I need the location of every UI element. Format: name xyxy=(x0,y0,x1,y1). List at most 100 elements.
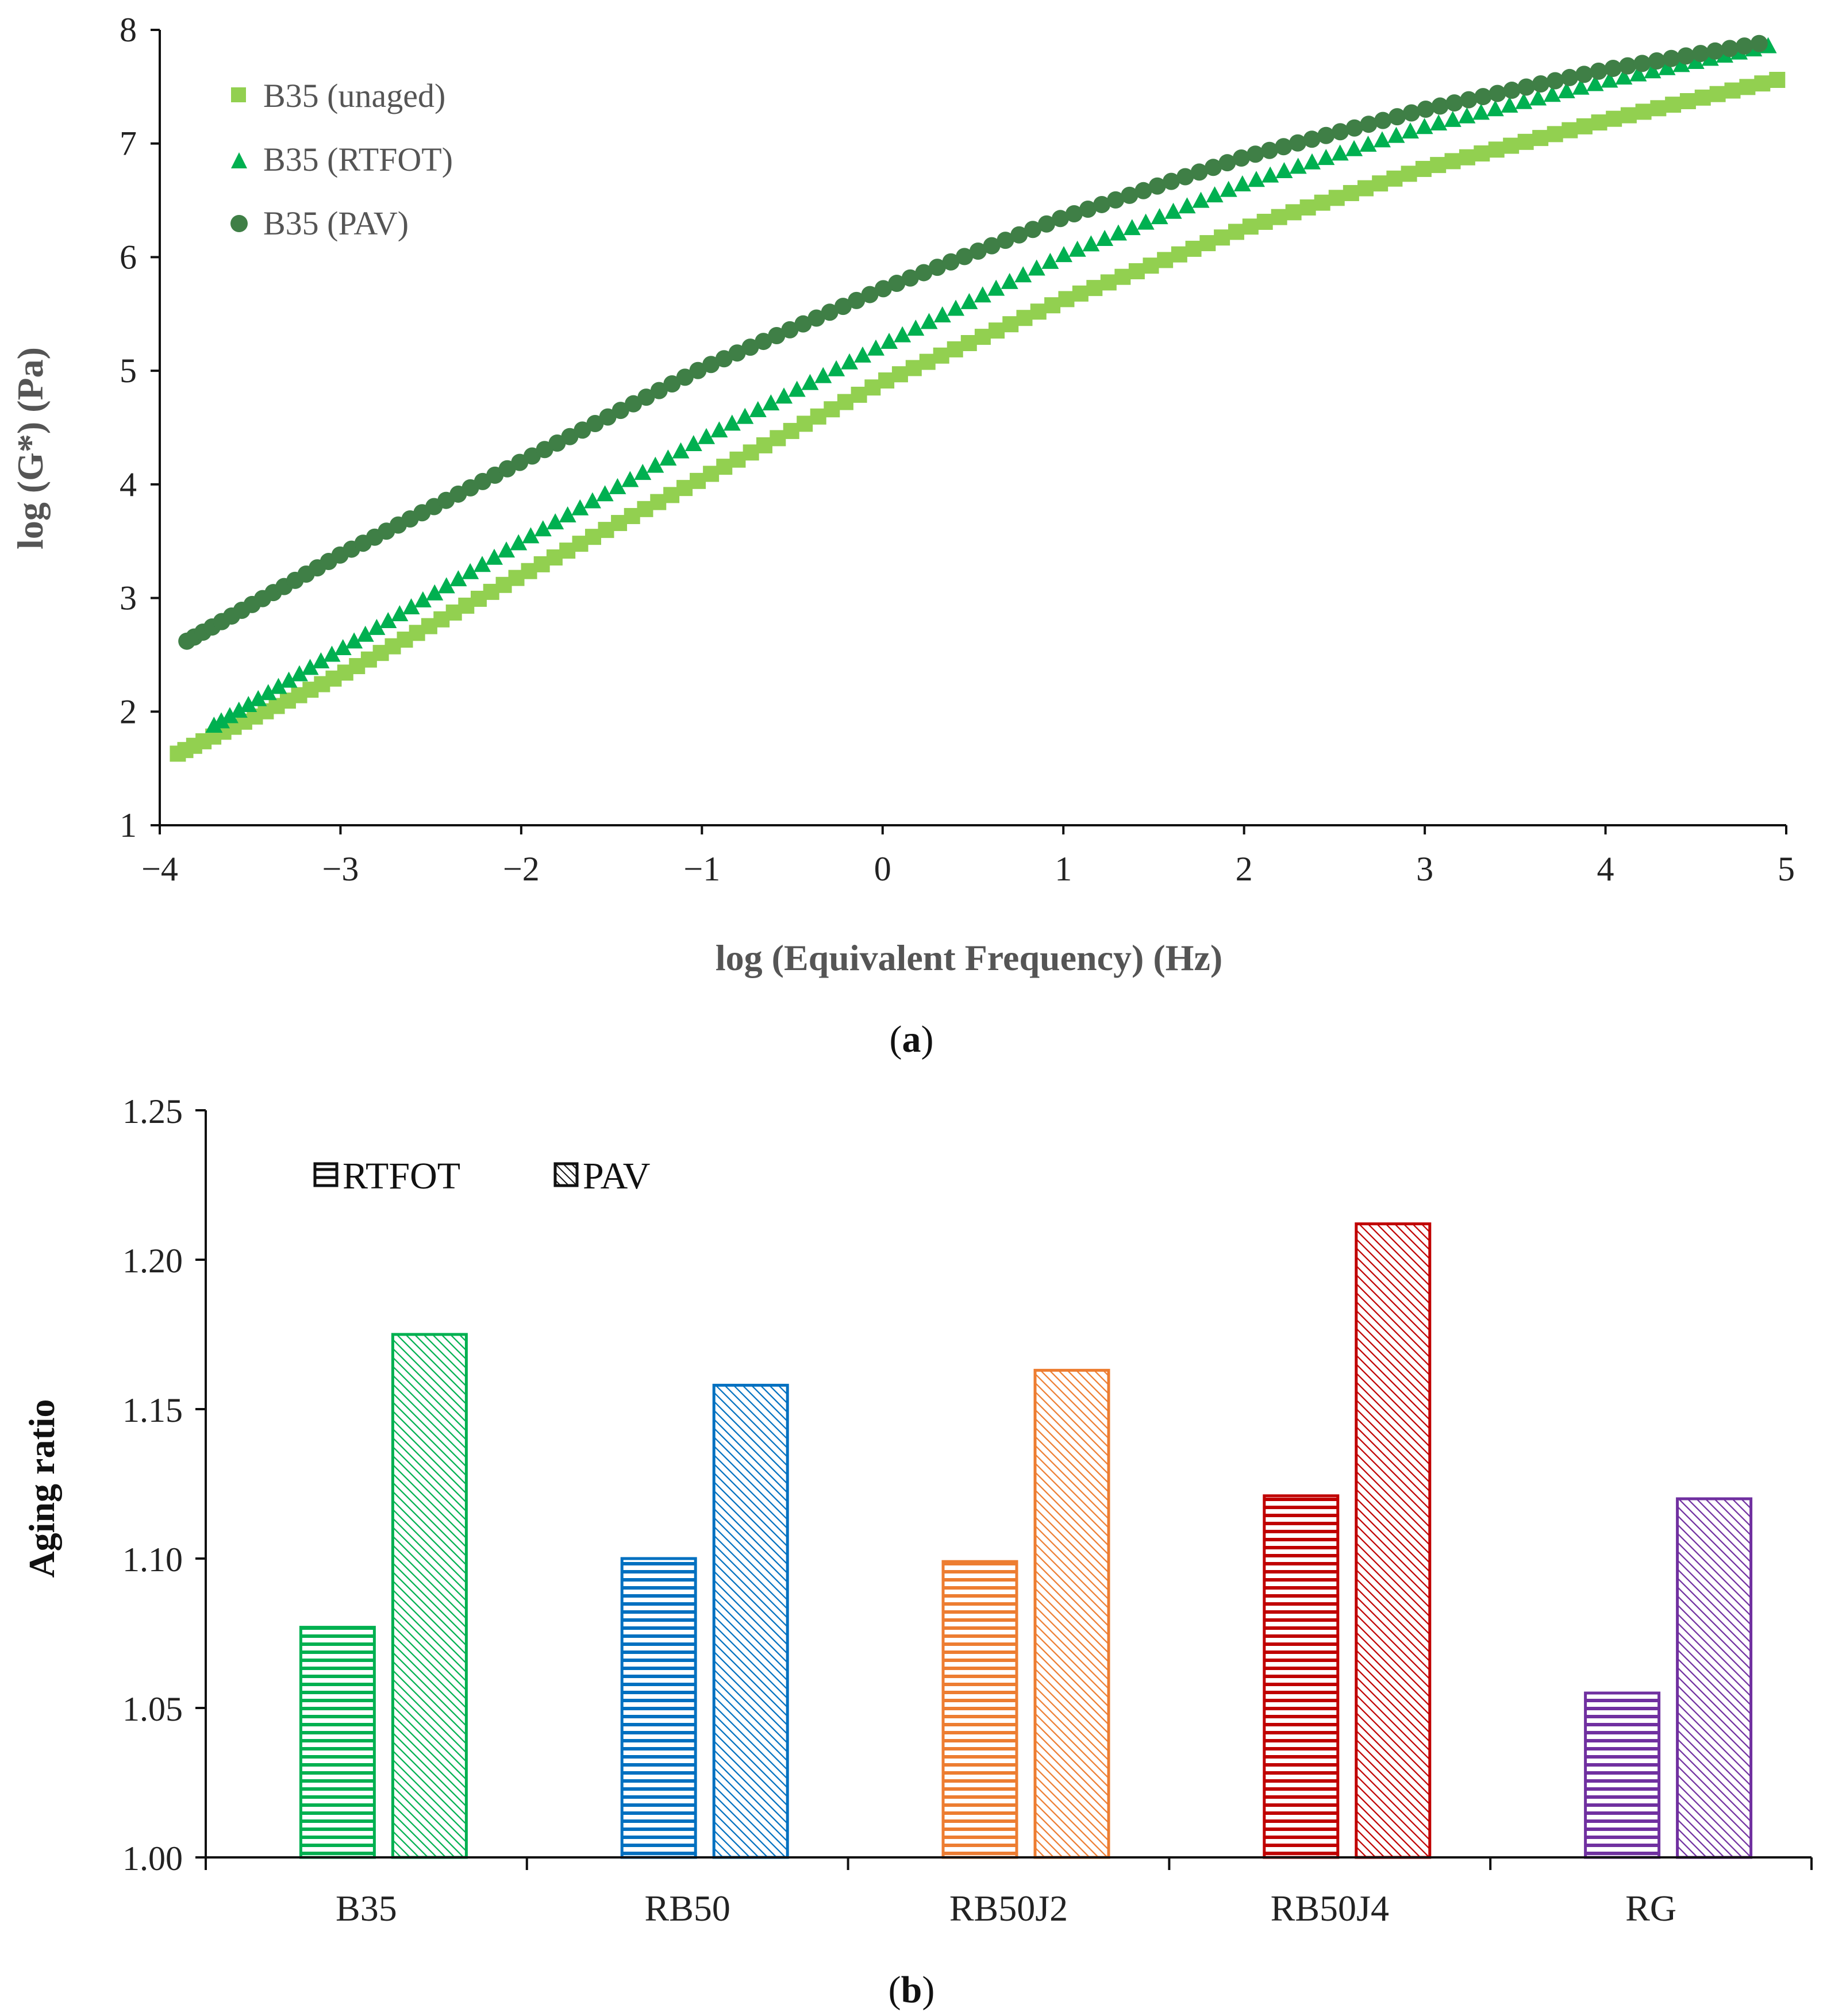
scatter-point-triangle xyxy=(486,548,503,565)
scatter-point-circle xyxy=(901,269,919,287)
scatter-point-circle xyxy=(1474,88,1492,106)
bar-pav-rb50j4 xyxy=(1355,1222,1432,1859)
scatter-point-triangle xyxy=(534,520,552,537)
bar-pav-b35 xyxy=(391,1333,468,1859)
scatter-point-triangle xyxy=(1220,180,1237,197)
scatter-point-circle xyxy=(834,298,852,316)
x-tick-label: −4 xyxy=(141,850,178,888)
scatter-point-triangle xyxy=(1001,272,1018,289)
x-tick-label: 2 xyxy=(1236,850,1253,888)
scatter-point-square xyxy=(1635,103,1652,120)
scatter-point-triangle xyxy=(1345,140,1363,156)
chart-a-caption-letter: a xyxy=(902,1018,921,1060)
scatter-point-circle xyxy=(1575,66,1593,83)
scatter-point-triangle xyxy=(402,598,420,615)
chart-b-caption-paren-close: ) xyxy=(922,1969,934,2011)
scatter-point-triangle xyxy=(1303,153,1321,170)
x-tick-label: 5 xyxy=(1778,850,1795,888)
scatter-point-circle xyxy=(728,344,746,362)
scatter-point-circle xyxy=(1663,49,1680,67)
bar-pav-rb50j2 xyxy=(1033,1368,1110,1859)
scatter-point-square xyxy=(1044,297,1061,314)
scatter-point-circle xyxy=(1503,82,1521,99)
scatter-point-circle xyxy=(1706,42,1724,60)
chart-a-x-axis-title: log (Equivalent Frequency) (Hz) xyxy=(716,937,1222,978)
y-tick-label: 7 xyxy=(120,125,137,163)
scatter-point-circle xyxy=(807,309,825,327)
scatter-point-triangle xyxy=(474,556,491,572)
scatter-point-triangle xyxy=(1472,103,1490,120)
y-tick-label: 1.05 xyxy=(122,1690,183,1728)
scatter-point-square xyxy=(1532,130,1549,147)
y-tick-label: 4 xyxy=(120,465,137,503)
bar-rtfot-b35 xyxy=(299,1626,376,1859)
scatter-point-circle xyxy=(741,338,759,356)
scatter-point-triangle xyxy=(1529,89,1547,106)
scatter-point-circle xyxy=(1232,149,1250,167)
scatter-point-triangle xyxy=(301,659,319,675)
chart-a-caption-paren-open: ( xyxy=(890,1018,902,1060)
scatter-point-triangle xyxy=(987,279,1005,296)
scatter-point-circle xyxy=(997,232,1014,249)
scatter-point-square xyxy=(1328,190,1345,206)
scatter-point-triangle xyxy=(609,478,626,494)
scatter-point-triangle xyxy=(947,299,965,316)
scatter-point-circle xyxy=(1517,78,1535,96)
scatter-point-square xyxy=(824,401,840,418)
bar-rtfot-rb50j4 xyxy=(1263,1494,1340,1859)
chart-a-y-axis-title: log (G*) (Pa) xyxy=(10,347,51,549)
chart-b-tick-labels: 1.00 1.05 1.10 1.15 1.20 1.25 B35 RB50 RB50J2 RB5… xyxy=(122,1092,1676,1929)
chart-a-caption-paren-close: ) xyxy=(921,1018,934,1060)
category-label: RG xyxy=(1625,1888,1676,1929)
scatter-point-triangle xyxy=(762,394,780,411)
scatter-point-circle xyxy=(1590,62,1607,80)
scatter-point-circle xyxy=(1721,40,1739,57)
scatter-point-square xyxy=(1444,153,1461,170)
y-tick-label: 1.15 xyxy=(122,1391,183,1429)
scatter-point-circle xyxy=(1619,57,1637,75)
scatter-point-triangle xyxy=(853,346,871,363)
scatter-point-circle xyxy=(715,350,733,368)
scatter-point-circle xyxy=(915,264,933,282)
scatter-point-circle xyxy=(1691,45,1709,63)
bar-rtfot-rg xyxy=(1584,1691,1661,1859)
y-tick-label: 2 xyxy=(120,692,137,730)
y-tick-label: 6 xyxy=(120,238,137,276)
scatter-point-circle xyxy=(1389,108,1406,126)
scatter-point-square xyxy=(770,430,786,447)
chart-a-caption: (a) xyxy=(890,1018,934,1060)
y-tick-label: 1.10 xyxy=(122,1541,183,1579)
scatter-point-triangle xyxy=(1055,246,1072,263)
scatter-point-circle xyxy=(1289,134,1307,152)
scatter-point-triangle xyxy=(280,671,298,688)
scatter-point-square xyxy=(1157,252,1174,268)
scatter-point-square xyxy=(1517,133,1534,150)
scatter-point-triangle xyxy=(1192,191,1210,208)
scatter-point-triangle xyxy=(1317,149,1335,166)
scatter-point-triangle xyxy=(323,645,341,662)
scatter-point-triangle xyxy=(1416,118,1433,134)
scatter-point-circle xyxy=(1431,97,1449,115)
y-tick-label: 1.00 xyxy=(122,1840,183,1878)
scatter-point-square xyxy=(1606,110,1622,127)
scatter-point-triangle xyxy=(205,717,223,733)
scatter-point-square xyxy=(810,408,826,425)
legend-circle-marker xyxy=(230,215,248,232)
scatter-point-triangle xyxy=(547,513,564,530)
scatter-point-triangle xyxy=(1515,93,1533,109)
scatter-point-circle xyxy=(794,315,812,333)
scatter-point-triangle xyxy=(1601,71,1618,88)
scatter-point-square xyxy=(756,437,772,453)
scatter-point-circle xyxy=(676,368,694,386)
scatter-point-square xyxy=(1459,149,1475,166)
chart-a: −4 −3 −2 −1 0 1 2 3 4 5 1 2 3 4 5 6 7 8 log (Equivalent F… xyxy=(10,11,1795,1060)
scatter-point-triangle xyxy=(933,306,951,323)
legend-square-marker xyxy=(231,87,246,102)
scatter-point-square xyxy=(1694,89,1711,106)
scatter-point-triangle xyxy=(583,492,601,509)
chart-a-points xyxy=(170,34,1786,762)
scatter-point-circle xyxy=(650,382,668,399)
scatter-point-triangle xyxy=(1123,219,1141,236)
scatter-point-circle xyxy=(574,421,591,439)
scatter-point-square xyxy=(1242,218,1259,235)
